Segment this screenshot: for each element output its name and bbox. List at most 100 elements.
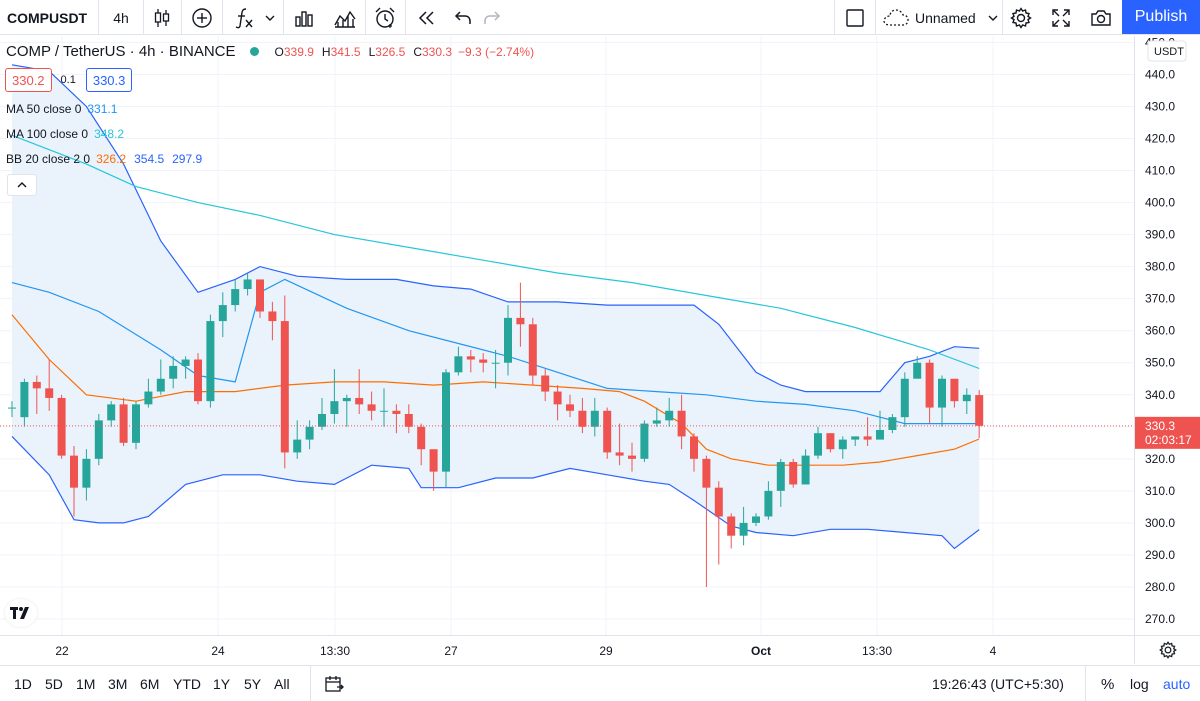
alert-icon[interactable] <box>368 0 402 35</box>
goto-date-icon[interactable] <box>324 666 344 701</box>
redo-icon[interactable] <box>478 0 506 35</box>
candle[interactable] <box>380 388 388 427</box>
layout-name-button[interactable]: Unnamed <box>877 0 1001 35</box>
candle[interactable] <box>652 407 661 427</box>
candle[interactable] <box>950 378 959 408</box>
candle[interactable] <box>801 449 810 485</box>
candle[interactable] <box>739 506 748 546</box>
candle[interactable] <box>628 442 636 472</box>
candle[interactable] <box>144 378 153 408</box>
symbol-title[interactable]: COMP / TetherUS · 4h · BINANCE <box>6 43 236 60</box>
timezone-clock[interactable]: 19:26:43 (UTC+5:30) <box>932 676 1064 692</box>
candle[interactable] <box>826 433 835 453</box>
price-scale[interactable]: 270.0280.0290.0300.0310.0320.0330.0340.0… <box>1134 36 1200 635</box>
time-scale[interactable]: 22 24 13:30 27 29 Oct 13:30 4 <box>0 635 1134 664</box>
candle[interactable] <box>814 426 822 459</box>
scale-settings-button[interactable] <box>1134 635 1200 664</box>
indicator-bb[interactable]: BB 20 close 2 0 326.2 354.5 297.9 <box>6 152 210 166</box>
candle[interactable] <box>280 295 289 469</box>
fullscreen-icon[interactable] <box>1046 0 1076 35</box>
candle[interactable] <box>479 353 488 373</box>
range-5y-button[interactable]: 5Y <box>244 676 262 692</box>
candle[interactable] <box>107 401 116 427</box>
candle[interactable] <box>566 394 574 418</box>
candle[interactable] <box>8 401 16 418</box>
legend-collapse-button[interactable] <box>7 174 37 196</box>
candle[interactable] <box>541 369 550 402</box>
candle[interactable] <box>776 458 785 507</box>
candle[interactable] <box>293 420 302 459</box>
candle[interactable] <box>20 378 29 427</box>
tradingview-logo[interactable] <box>5 599 37 627</box>
indicators-icon[interactable] <box>228 0 258 35</box>
candle[interactable] <box>677 394 686 450</box>
candle[interactable] <box>442 369 450 488</box>
sell-button[interactable]: 330.2 <box>5 68 52 92</box>
candle[interactable] <box>863 417 872 447</box>
candle[interactable] <box>888 413 897 434</box>
bar-chart-icon[interactable] <box>288 0 320 35</box>
candle[interactable] <box>466 349 475 373</box>
publish-button[interactable]: Publish <box>1122 0 1200 34</box>
candle[interactable] <box>169 356 178 389</box>
percent-scale-button[interactable]: % <box>1101 675 1115 693</box>
candle[interactable] <box>851 436 860 447</box>
candle[interactable] <box>231 279 240 312</box>
candle[interactable] <box>752 513 760 527</box>
candle[interactable] <box>838 436 847 459</box>
candle[interactable] <box>206 314 215 408</box>
candle[interactable] <box>82 449 91 501</box>
candle[interactable] <box>243 273 252 296</box>
chart-pane[interactable] <box>0 36 1134 635</box>
candle[interactable] <box>305 420 314 450</box>
buy-button[interactable]: 330.3 <box>85 68 133 92</box>
log-scale-button[interactable]: log <box>1130 676 1149 692</box>
candle[interactable] <box>330 369 339 424</box>
candle[interactable] <box>194 353 202 405</box>
range-all-button[interactable]: All <box>274 676 290 692</box>
candle[interactable] <box>900 372 909 427</box>
candle[interactable] <box>70 446 78 517</box>
candle[interactable] <box>318 397 326 430</box>
range-1d-button[interactable]: 1D <box>14 676 32 692</box>
undo-icon[interactable] <box>448 0 478 35</box>
candle[interactable] <box>690 433 698 472</box>
candle[interactable] <box>590 397 599 437</box>
candle[interactable] <box>603 407 612 459</box>
candle[interactable] <box>578 397 587 434</box>
layout-square-icon[interactable] <box>840 0 870 35</box>
candle[interactable] <box>156 359 165 395</box>
candle[interactable] <box>975 389 984 439</box>
candle[interactable] <box>355 369 364 414</box>
candle[interactable] <box>789 458 798 488</box>
candle[interactable] <box>392 404 401 434</box>
candle[interactable] <box>268 301 277 341</box>
candle[interactable] <box>404 404 413 434</box>
templates-icon[interactable] <box>328 0 362 35</box>
range-1y-button[interactable]: 1Y <box>213 676 231 692</box>
candle[interactable] <box>962 388 971 414</box>
range-6m-button[interactable]: 6M <box>140 676 160 692</box>
range-5d-button[interactable]: 5D <box>45 676 63 692</box>
candle[interactable] <box>32 375 41 414</box>
price-chart[interactable] <box>0 36 1134 635</box>
indicator-ma100[interactable]: MA 100 close 0 348.2 <box>6 127 132 141</box>
plus-circle-icon[interactable] <box>186 0 218 35</box>
candle[interactable] <box>417 423 426 466</box>
candle[interactable] <box>553 385 562 421</box>
candle[interactable] <box>57 394 66 459</box>
candle[interactable] <box>429 449 438 491</box>
replay-icon[interactable] <box>410 0 442 35</box>
candle[interactable] <box>727 513 736 549</box>
candle[interactable] <box>181 356 190 379</box>
candles-icon[interactable] <box>146 0 178 35</box>
candle[interactable] <box>256 279 264 318</box>
candle[interactable] <box>615 423 624 466</box>
candle[interactable] <box>454 346 463 376</box>
currency-badge[interactable]: USDT <box>1147 40 1187 62</box>
candle[interactable] <box>504 305 512 376</box>
candle[interactable] <box>132 401 140 450</box>
symbol-search-button[interactable]: COMPUSDT <box>7 9 88 26</box>
candle[interactable] <box>119 397 128 447</box>
candle[interactable] <box>702 455 711 587</box>
